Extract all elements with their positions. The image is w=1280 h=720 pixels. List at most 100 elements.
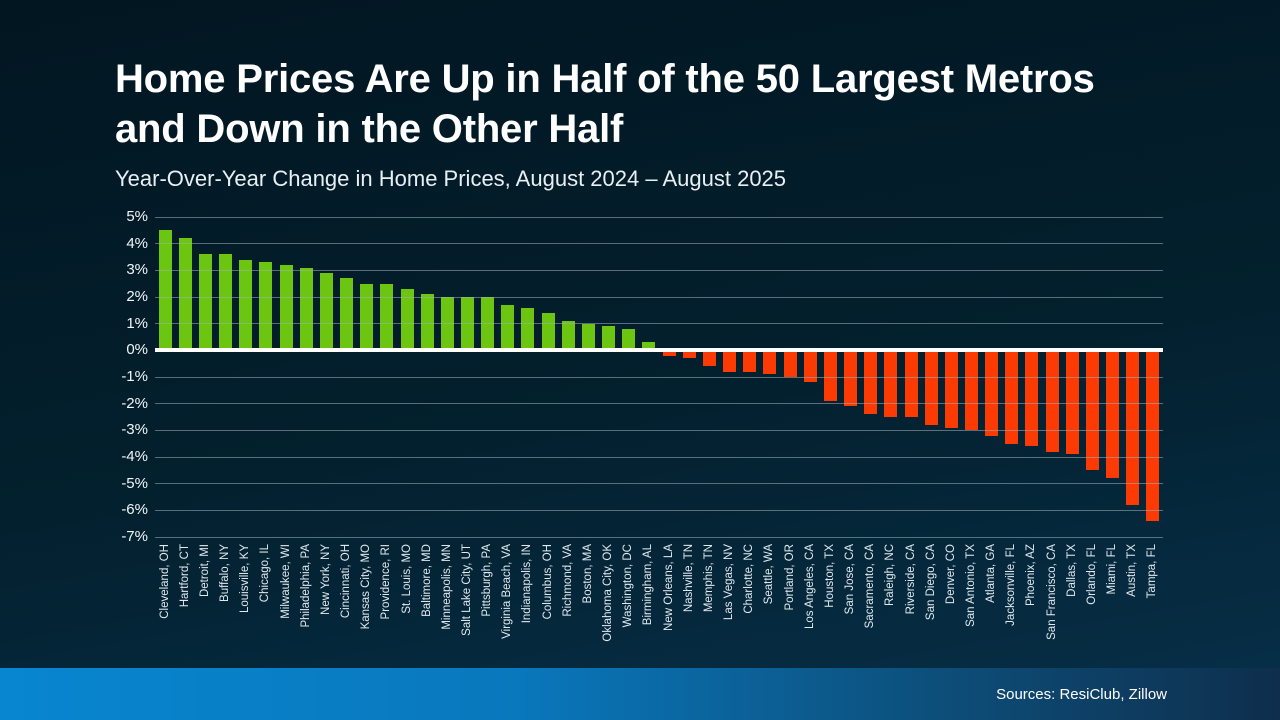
x-axis-label-san-jose-ca: San Jose, CA xyxy=(844,544,857,615)
x-axis-label-san-diego-ca: San Diego, CA xyxy=(924,544,937,621)
y-tick-label: -2% xyxy=(121,394,148,412)
x-axis-label-los-angeles-ca: Los Angeles, CA xyxy=(803,544,816,630)
bar-san-diego-ca xyxy=(924,350,938,425)
y-tick-label: -7% xyxy=(121,528,148,545)
bar-san-jose-ca xyxy=(844,350,858,407)
x-axis-label-providence-ri: Providence, RI xyxy=(380,544,393,620)
x-axis-label-minneapolis-mn: Minneapolis, MN xyxy=(440,544,453,630)
bar-new-york-ny xyxy=(319,273,333,351)
bar-columbus-oh xyxy=(541,313,555,351)
x-axis-label-hartford-ct: Hartford, CT xyxy=(178,544,191,608)
x-axis-label-raleigh-nc: Raleigh, NC xyxy=(884,544,897,606)
x-axis-label-indianapolis-in: Indianapolis, IN xyxy=(521,544,534,624)
bar-charlotte-nc xyxy=(743,350,757,372)
bar-riverside-ca xyxy=(904,350,918,417)
x-axis-label-cleveland-oh: Cleveland, OH xyxy=(158,544,171,619)
x-axis-label-buffalo-ny: Buffalo, NY xyxy=(219,544,232,602)
bar-los-angeles-ca xyxy=(803,350,817,383)
bar-tampa-fl xyxy=(1146,350,1160,521)
x-axis-label-pittsburgh-pa: Pittsburgh, PA xyxy=(481,544,494,617)
x-axis-label-las-vegas-nv: Las Vegas, NV xyxy=(723,544,736,621)
bar-providence-ri xyxy=(380,283,394,351)
x-axis-labels: Cleveland, OH Hartford, CT Detroit, MI Buff… xyxy=(155,544,1163,674)
x-axis-label-tampa-fl: Tampa, FL xyxy=(1146,544,1159,599)
x-axis-label-cincinnati-oh: Cincinnati, OH xyxy=(340,544,353,619)
x-axis-label-austin-tx: Austin, TX xyxy=(1126,544,1139,597)
x-axis-label-miami-fl: Miami, FL xyxy=(1106,544,1119,595)
bar-raleigh-nc xyxy=(884,350,898,417)
x-axis-label-richmond-va: Richmond, VA xyxy=(561,544,574,617)
x-axis-label-kansas-city-mo: Kansas City, MO xyxy=(360,544,373,630)
x-axis-label-new-york-ny: New York, NY xyxy=(319,544,332,615)
bar-virginia-beach-va xyxy=(501,305,515,351)
page-title-line-1: Home Prices Are Up in Half of the 50 Lar… xyxy=(115,57,1095,101)
bar-baltimore-md xyxy=(420,294,434,351)
bar-cincinnati-oh xyxy=(340,278,354,351)
x-axis-label-boston-ma: Boston, MA xyxy=(581,544,594,604)
gridline xyxy=(155,216,1163,218)
gridline xyxy=(155,376,1163,378)
plot-area: 5% 4% 3% 2% 1% 0% -1% -2% -3% -4% -5% -6% -7% xyxy=(121,208,1163,545)
x-axis-label-birmingham-al: Birmingham, AL xyxy=(642,544,655,626)
y-tick-label: 3% xyxy=(126,261,148,279)
x-axis-label-riverside-ca: Riverside, CA xyxy=(904,544,917,615)
bar-atlanta-ga xyxy=(985,350,999,436)
bar-indianapolis-in xyxy=(521,307,535,351)
y-tick-label: -5% xyxy=(121,474,148,492)
x-axis-label-portland-or: Portland, OR xyxy=(783,544,796,611)
bar-richmond-va xyxy=(561,321,575,351)
x-axis-label-philadelphia-pa: Philadelphia, PA xyxy=(299,544,312,628)
bar-austin-tx xyxy=(1126,350,1140,505)
x-axis-label-san-antonio-tx: San Antonio, TX xyxy=(964,544,977,627)
bar-phoenix-az xyxy=(1025,350,1039,447)
y-tick-label: 2% xyxy=(126,288,148,305)
bar-san-antonio-tx xyxy=(964,350,978,431)
x-axis-label-denver-co: Denver, CO xyxy=(944,544,957,605)
bar-cleveland-oh xyxy=(158,230,172,351)
bar-dallas-tx xyxy=(1065,350,1079,455)
gridline xyxy=(155,456,1163,458)
bar-birmingham-al xyxy=(642,342,656,351)
x-axis-label-virginia-beach-va: Virginia Beach, VA xyxy=(501,544,514,639)
x-axis-label-salt-lake-city-ut: Salt Lake City, UT xyxy=(460,544,473,636)
x-axis-label-jacksonville-fl: Jacksonville, FL xyxy=(1005,544,1018,626)
x-axis-label-st-louis-mo: St. Louis, MO xyxy=(400,544,413,614)
x-axis-label-new-orleans-la: New Orleans, LA xyxy=(662,544,675,631)
x-axis-label-milwaukee-wi: Milwaukee, WI xyxy=(279,544,292,619)
bar-boston-ma xyxy=(581,323,595,351)
x-axis-label-charlotte-nc: Charlotte, NC xyxy=(743,544,756,614)
y-tick-label: -6% xyxy=(121,501,148,519)
x-axis-label-chicago-il: Chicago, IL xyxy=(259,544,272,603)
bar-washington-dc xyxy=(622,329,636,351)
bar-oklahoma-city-ok xyxy=(602,326,616,351)
x-axis-label-louisville-ky: Louisville, KY xyxy=(239,544,252,614)
gridline xyxy=(155,536,1163,538)
x-axis-label-washington-dc: Washington, DC xyxy=(622,544,635,628)
gridline xyxy=(155,403,1163,405)
bar-houston-tx xyxy=(823,350,837,401)
footer-band: Sources: ResiClub, Zillow xyxy=(0,668,1280,720)
bar-memphis-tn xyxy=(702,350,716,367)
bar-las-vegas-nv xyxy=(723,350,737,372)
bar-hartford-ct xyxy=(178,238,192,351)
bar-kansas-city-mo xyxy=(360,283,374,351)
x-axis-label-phoenix-az: Phoenix, AZ xyxy=(1025,544,1038,607)
x-axis-label-orlando-fl: Orlando, FL xyxy=(1085,544,1098,605)
x-axis-label-dallas-tx: Dallas, TX xyxy=(1065,544,1078,597)
gridline xyxy=(155,429,1163,431)
y-tick-label: 5% xyxy=(126,208,148,225)
x-axis-label-memphis-tn: Memphis, TN xyxy=(702,544,715,613)
bar-detroit-mi xyxy=(198,254,212,351)
bar-st-louis-mo xyxy=(400,289,414,351)
bar-seattle-wa xyxy=(763,350,777,375)
bar-denver-co xyxy=(944,350,958,428)
x-axis-label-nashville-tn: Nashville, TN xyxy=(682,544,695,613)
bar-portland-or xyxy=(783,350,797,377)
gridline xyxy=(155,269,1163,271)
x-axis-label-seattle-wa: Seattle, WA xyxy=(763,544,776,605)
y-tick-label: 0% xyxy=(126,341,148,359)
source-text: Sources: ResiClub, Zillow xyxy=(996,685,1167,703)
x-axis-label-sacramento-ca: Sacramento, CA xyxy=(864,544,877,629)
x-axis-label-houston-tx: Houston, TX xyxy=(823,544,836,608)
x-axis-label-atlanta-ga: Atlanta, GA xyxy=(985,544,998,603)
